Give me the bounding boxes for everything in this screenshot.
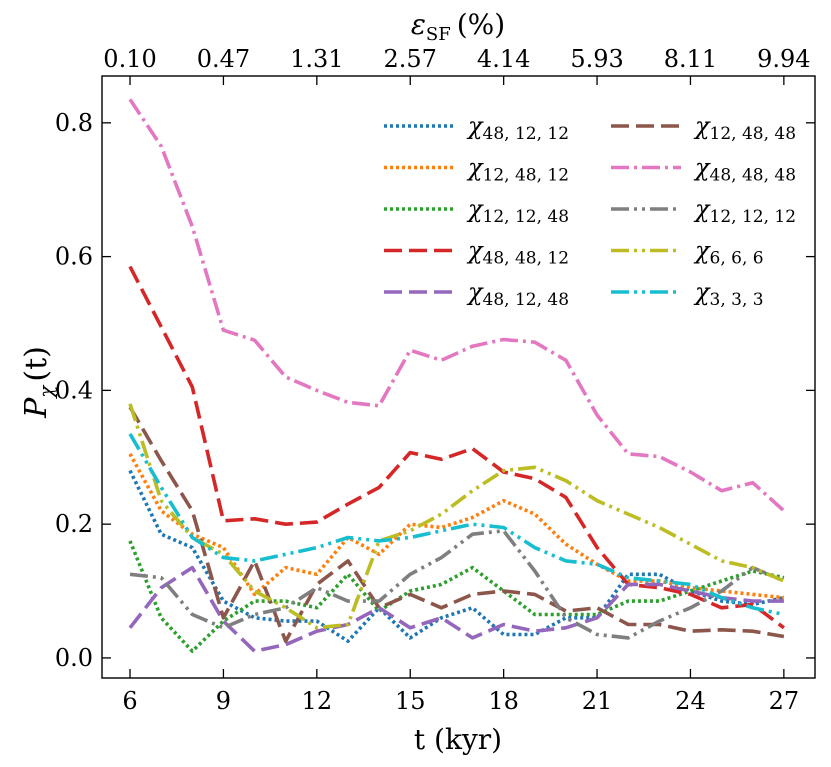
legend-item: χ48, 12, 12 xyxy=(384,112,569,144)
x-axis-label: t (kyr) xyxy=(414,723,502,756)
y-tick-label: 0.6 xyxy=(55,243,93,271)
legend-label: χ48, 48, 48 xyxy=(693,154,796,186)
series-line-48-12-48 xyxy=(128,565,784,654)
legend-label-symbol: χ xyxy=(466,195,484,223)
y-tick-label: 0.8 xyxy=(55,109,93,137)
y-tick-label: 0.2 xyxy=(55,510,93,538)
plot-frame xyxy=(101,75,816,679)
series-lines xyxy=(128,98,786,654)
top-axis-label-symbol: ε xyxy=(411,8,426,41)
top-tick-label: 2.57 xyxy=(384,45,437,73)
legend-item: χ6, 6, 6 xyxy=(611,237,764,269)
x-tick-label: 6 xyxy=(122,687,137,715)
legend-label: χ12, 48, 48 xyxy=(693,112,796,144)
legend-label: χ6, 6, 6 xyxy=(693,237,764,269)
series-line-48-48-48 xyxy=(128,98,786,513)
legend-label-subscript: 48, 48, 48 xyxy=(710,166,797,186)
legend-label-subscript: 48, 12, 48 xyxy=(483,290,570,310)
legend-label-subscript: 12, 12, 12 xyxy=(710,207,797,227)
series-line-48-12-12 xyxy=(128,469,785,644)
y-tick-labels: 0.0 0.2 0.4 0.6 0.8 xyxy=(55,109,93,672)
legend-label: χ48, 48, 12 xyxy=(466,237,569,269)
x-tick-labels: 6 9 12 15 18 21 24 27 xyxy=(122,687,799,715)
x-tick-label: 21 xyxy=(582,687,613,715)
x-tick-label: 18 xyxy=(488,687,519,715)
legend-label: χ3, 3, 3 xyxy=(693,278,764,310)
legend-label-symbol: χ xyxy=(693,237,711,265)
legend-label-subscript: 48, 12, 12 xyxy=(483,124,570,144)
y-axis-label-argument: (t) xyxy=(19,346,54,381)
x-tick-label: 9 xyxy=(216,687,231,715)
top-tick-label: 5.93 xyxy=(570,45,623,73)
y-axis-label-symbol: P xyxy=(19,397,54,419)
legend-label-subscript: 12, 48, 12 xyxy=(483,166,570,186)
legend-item: χ48, 48, 12 xyxy=(384,237,569,269)
legend-item: χ12, 12, 12 xyxy=(611,195,796,227)
top-axis-label-subscript: SF xyxy=(426,24,451,45)
legend-label-symbol: χ xyxy=(466,112,484,140)
top-tick-label: 9.94 xyxy=(757,45,810,73)
x-tick-label: 15 xyxy=(395,687,426,715)
legend-item: χ12, 48, 48 xyxy=(611,112,796,144)
legend-label-symbol: χ xyxy=(466,154,484,182)
y-tick-label: 0.4 xyxy=(55,376,93,404)
series-line-12-12-12 xyxy=(129,528,785,640)
legend-label-symbol: χ xyxy=(466,237,484,265)
legend-label-subscript: 6, 6, 6 xyxy=(710,249,764,269)
legend-item: χ48, 12, 48 xyxy=(384,278,569,310)
series-line-3-3-3 xyxy=(128,432,785,617)
top-tick-label: 0.10 xyxy=(103,45,156,73)
axis-ticks xyxy=(102,76,815,678)
legend-label-symbol: χ xyxy=(693,112,711,140)
x-tick-label: 12 xyxy=(302,687,333,715)
legend-label-symbol: χ xyxy=(693,278,711,306)
y-axis-label-subscript: χ xyxy=(34,384,58,400)
x-tick-label: 24 xyxy=(675,687,706,715)
legend-label: χ48, 12, 12 xyxy=(466,112,569,144)
top-axis-label: εSF (%) xyxy=(411,8,505,45)
legend-label: χ12, 48, 12 xyxy=(466,154,569,186)
legend-item: χ12, 12, 48 xyxy=(384,195,569,227)
series-line-12-48-48 xyxy=(128,406,785,644)
x-tick-label: 27 xyxy=(769,687,800,715)
top-axis-tick-labels: 0.10 0.47 1.31 2.57 4.14 5.93 8.11 9.94 xyxy=(103,45,810,73)
legend-item: χ48, 48, 48 xyxy=(611,154,796,186)
top-tick-label: 8.11 xyxy=(664,45,717,73)
legend-label-subscript: 48, 48, 12 xyxy=(483,249,570,269)
legend-label-subscript: 12, 12, 48 xyxy=(483,207,570,227)
legend-label-symbol: χ xyxy=(693,154,711,182)
legend-label-symbol: χ xyxy=(466,278,484,306)
series-line-48-48-12 xyxy=(128,265,785,630)
legend-label: χ48, 12, 48 xyxy=(466,278,569,310)
y-axis-label: Pχ (t) xyxy=(19,346,58,419)
legend-label-symbol: χ xyxy=(693,195,711,223)
series-line-6-6-6 xyxy=(128,403,785,630)
top-tick-label: 1.31 xyxy=(290,45,343,73)
legend-label: χ12, 12, 12 xyxy=(693,195,796,227)
legend-label-subscript: 12, 48, 48 xyxy=(710,124,797,144)
top-axis-label-unit: (%) xyxy=(457,8,505,41)
series-line-12-12-48 xyxy=(128,540,785,654)
top-tick-label: 0.47 xyxy=(197,45,250,73)
top-tick-label: 4.14 xyxy=(477,45,530,73)
legend-label: χ12, 12, 48 xyxy=(466,195,569,227)
legend-item: χ12, 48, 12 xyxy=(384,154,569,186)
legend-label-subscript: 3, 3, 3 xyxy=(710,290,764,310)
legend-item: χ3, 3, 3 xyxy=(611,278,764,310)
y-tick-label: 0.0 xyxy=(55,644,93,672)
